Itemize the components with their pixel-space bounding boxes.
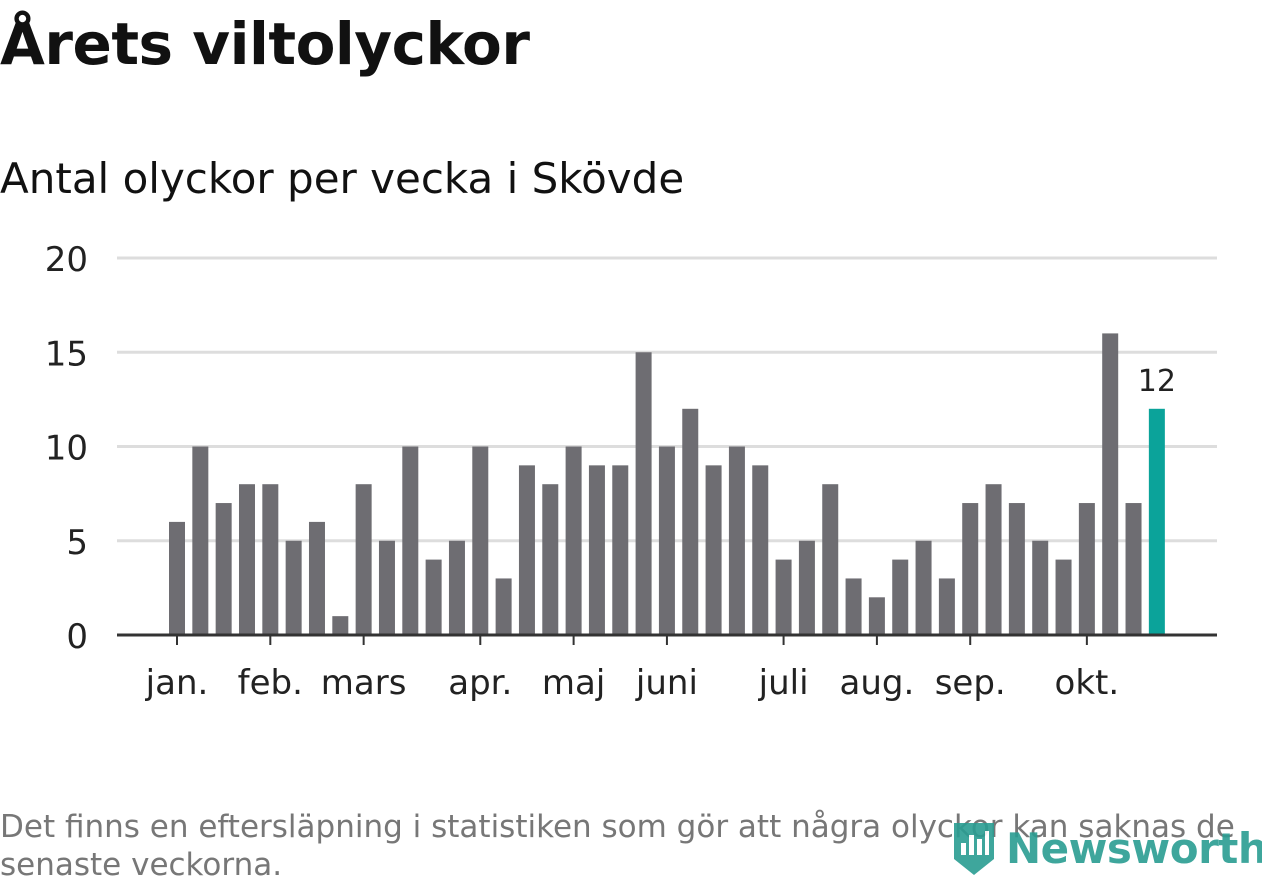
- x-tick-label: juni: [635, 663, 698, 703]
- bar: [1078, 503, 1095, 635]
- bar: [192, 446, 209, 635]
- bar: [588, 465, 605, 635]
- bar: [169, 521, 185, 635]
- bar: [518, 465, 535, 635]
- bar: [472, 446, 489, 635]
- x-tick-label: feb.: [238, 663, 303, 703]
- bar: [985, 484, 1002, 635]
- highlight-value-label: 12: [1138, 364, 1176, 399]
- y-tick-label: 15: [45, 334, 88, 374]
- bar: [448, 540, 465, 635]
- y-axis: 0 5 10 15 20: [45, 240, 88, 657]
- bar: [915, 540, 932, 635]
- bars: [169, 333, 1165, 635]
- bar: [378, 540, 395, 635]
- bar: [752, 465, 769, 635]
- y-tick-label: 20: [45, 240, 88, 280]
- x-tick-label: okt.: [1055, 663, 1120, 703]
- x-tick-label: apr.: [448, 663, 512, 703]
- bar: [355, 484, 372, 635]
- bar: [868, 597, 885, 635]
- x-tick-label: jan.: [145, 663, 209, 703]
- bar: [402, 446, 419, 635]
- bar: [775, 559, 792, 635]
- bar: [1102, 333, 1119, 635]
- bar: [262, 484, 279, 635]
- bar: [1055, 559, 1072, 635]
- bar: [285, 540, 302, 635]
- x-tick-label: juli: [758, 663, 809, 703]
- logo-text: Newsworthy: [1006, 823, 1262, 873]
- bar: [215, 503, 232, 635]
- y-tick-label: 0: [66, 617, 88, 657]
- bar: [728, 446, 745, 635]
- y-tick-label: 5: [66, 523, 88, 563]
- bar: [892, 559, 909, 635]
- bar: [1008, 503, 1025, 635]
- bar: [542, 484, 559, 635]
- newsworthy-logo: Newsworthy: [950, 818, 1262, 878]
- chart-title: Årets viltolyckor: [0, 10, 530, 78]
- bar: [822, 484, 839, 635]
- x-tick-label: aug.: [840, 663, 915, 703]
- x-tick-label: mars: [321, 663, 407, 703]
- bar: [565, 446, 582, 635]
- x-axis: jan. feb. mars apr. maj juni juli aug. sep. okt.: [117, 633, 1217, 703]
- bar: [425, 559, 442, 635]
- x-tick-label: maj: [542, 663, 605, 703]
- bar: [238, 484, 255, 635]
- chart-subtitle: Antal olyckor per vecka i Skövde: [0, 154, 685, 203]
- bar-chart-icon: [954, 823, 994, 875]
- y-tick-label: 10: [45, 429, 88, 469]
- bar: [1032, 540, 1049, 635]
- data-labels: 12: [1138, 364, 1176, 399]
- bar: [682, 408, 699, 635]
- footnote: Det finns en eftersläpning i statistiken…: [0, 809, 1235, 883]
- bar: [1125, 503, 1142, 635]
- bar: [845, 578, 862, 635]
- bar: [308, 521, 325, 635]
- bar: [938, 578, 955, 635]
- bar: [495, 578, 512, 635]
- bar: [612, 465, 629, 635]
- x-tick-label: sep.: [935, 663, 1006, 703]
- bar: [635, 352, 652, 635]
- bar-chart: 0 5 10 15 20 jan. feb. mars apr. maj juni juli aug.…: [45, 240, 1217, 703]
- bar: [705, 465, 722, 635]
- bar-highlight: [1148, 408, 1165, 635]
- bar: [332, 616, 349, 635]
- bar: [798, 540, 815, 635]
- bar: [962, 503, 979, 635]
- bar: [658, 446, 675, 635]
